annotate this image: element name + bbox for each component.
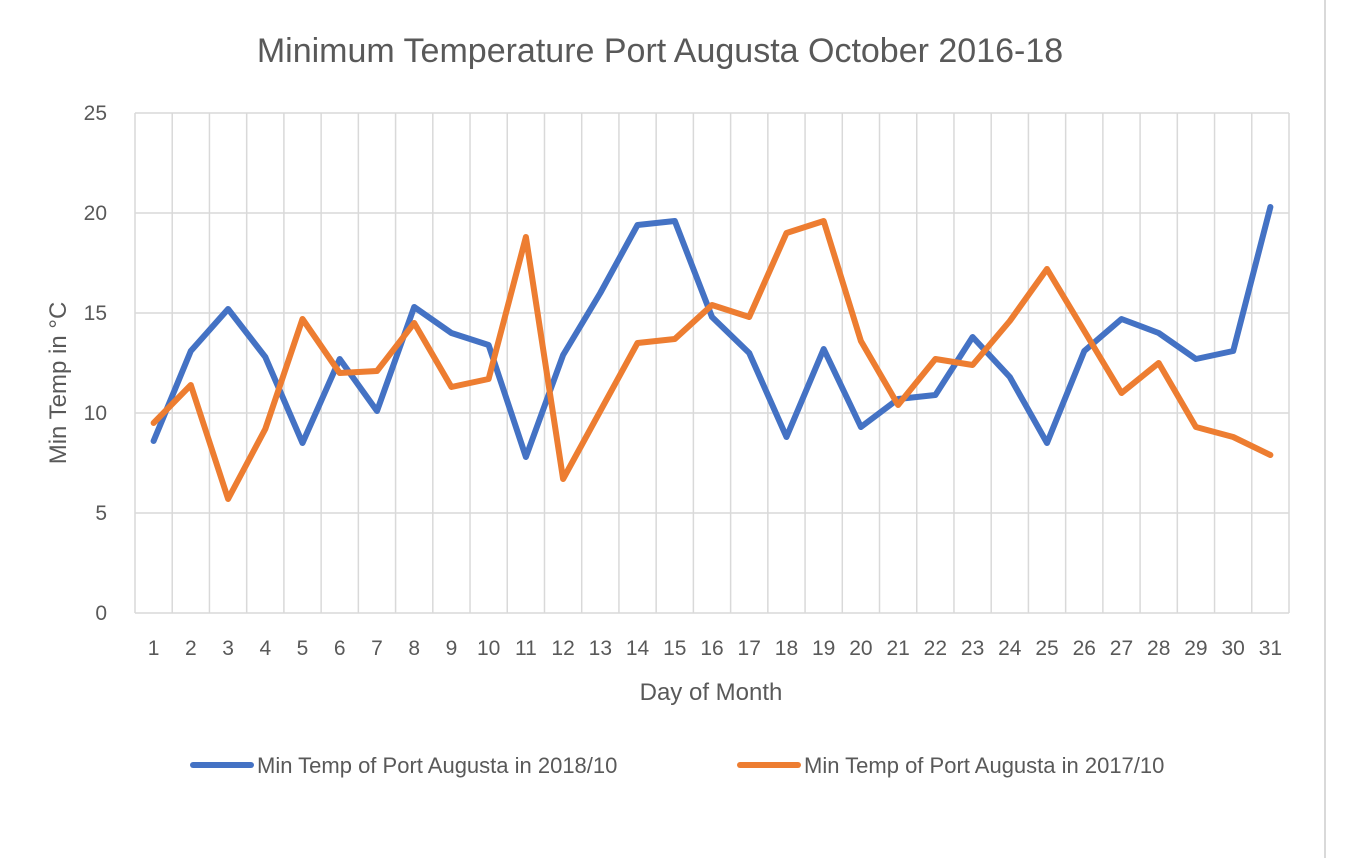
x-tick-label: 25 bbox=[1035, 637, 1058, 660]
x-tick-label: 28 bbox=[1147, 637, 1170, 660]
x-tick-label: 24 bbox=[998, 637, 1022, 660]
x-tick-label: 27 bbox=[1110, 637, 1133, 660]
x-tick-label: 18 bbox=[775, 637, 798, 660]
x-tick-label: 31 bbox=[1259, 637, 1282, 660]
series-line-0 bbox=[150, 204, 1274, 460]
x-tick-label: 11 bbox=[515, 637, 537, 660]
x-tick-label: 1 bbox=[148, 637, 160, 660]
y-tick-label: 15 bbox=[84, 302, 107, 325]
x-tick-label: 9 bbox=[446, 637, 458, 660]
x-tick-label: 15 bbox=[663, 637, 686, 660]
gridlines bbox=[134, 112, 1290, 614]
x-axis-ticks: 1 2 3 4 5 6 7 8 9 10 11 12 13 14 15 16 17 18 19 20 21 22 23 24 2… bbox=[148, 637, 1282, 660]
y-tick-label: 10 bbox=[84, 402, 107, 425]
chart-title: Minimum Temperature Port Augusta October… bbox=[257, 32, 1063, 70]
legend-label-0: Min Temp of Port Augusta in 2018/10 bbox=[257, 753, 617, 778]
x-tick-label: 3 bbox=[222, 637, 234, 660]
series-line-1 bbox=[150, 218, 1274, 502]
x-tick-label: 23 bbox=[961, 637, 984, 660]
x-tick-label: 5 bbox=[297, 637, 309, 660]
x-tick-label: 6 bbox=[334, 637, 346, 660]
x-tick-label: 17 bbox=[738, 637, 761, 660]
legend: Min Temp of Port Augusta in 2018/10 Min T… bbox=[190, 753, 1164, 778]
y-axis-ticks: 0 5 10 15 20 25 bbox=[84, 102, 107, 625]
y-axis-label: Min Temp in °C bbox=[45, 302, 72, 465]
x-tick-label: 26 bbox=[1073, 637, 1096, 660]
x-tick-label: 20 bbox=[849, 637, 872, 660]
y-tick-label: 20 bbox=[84, 202, 107, 225]
x-tick-label: 22 bbox=[924, 637, 947, 660]
x-tick-label: 4 bbox=[259, 637, 271, 660]
y-tick-label: 5 bbox=[95, 502, 107, 525]
x-tick-label: 19 bbox=[812, 637, 835, 660]
x-tick-label: 30 bbox=[1221, 637, 1244, 660]
x-tick-label: 14 bbox=[626, 637, 650, 660]
series-lines bbox=[150, 204, 1274, 502]
x-tick-label: 13 bbox=[589, 637, 612, 660]
x-tick-label: 2 bbox=[185, 637, 197, 660]
x-tick-label: 29 bbox=[1184, 637, 1207, 660]
x-tick-label: 7 bbox=[371, 637, 383, 660]
x-tick-label: 12 bbox=[551, 637, 574, 660]
x-axis-label: Day of Month bbox=[640, 679, 783, 706]
x-tick-label: 8 bbox=[408, 637, 420, 660]
y-tick-label: 0 bbox=[95, 602, 107, 625]
x-tick-label: 10 bbox=[477, 637, 500, 660]
line-chart: Minimum Temperature Port Augusta October… bbox=[45, 32, 1290, 778]
x-tick-label: 16 bbox=[700, 637, 723, 660]
legend-label-1: Min Temp of Port Augusta in 2017/10 bbox=[804, 753, 1164, 778]
y-tick-label: 25 bbox=[84, 102, 107, 125]
x-tick-label: 21 bbox=[886, 637, 909, 660]
